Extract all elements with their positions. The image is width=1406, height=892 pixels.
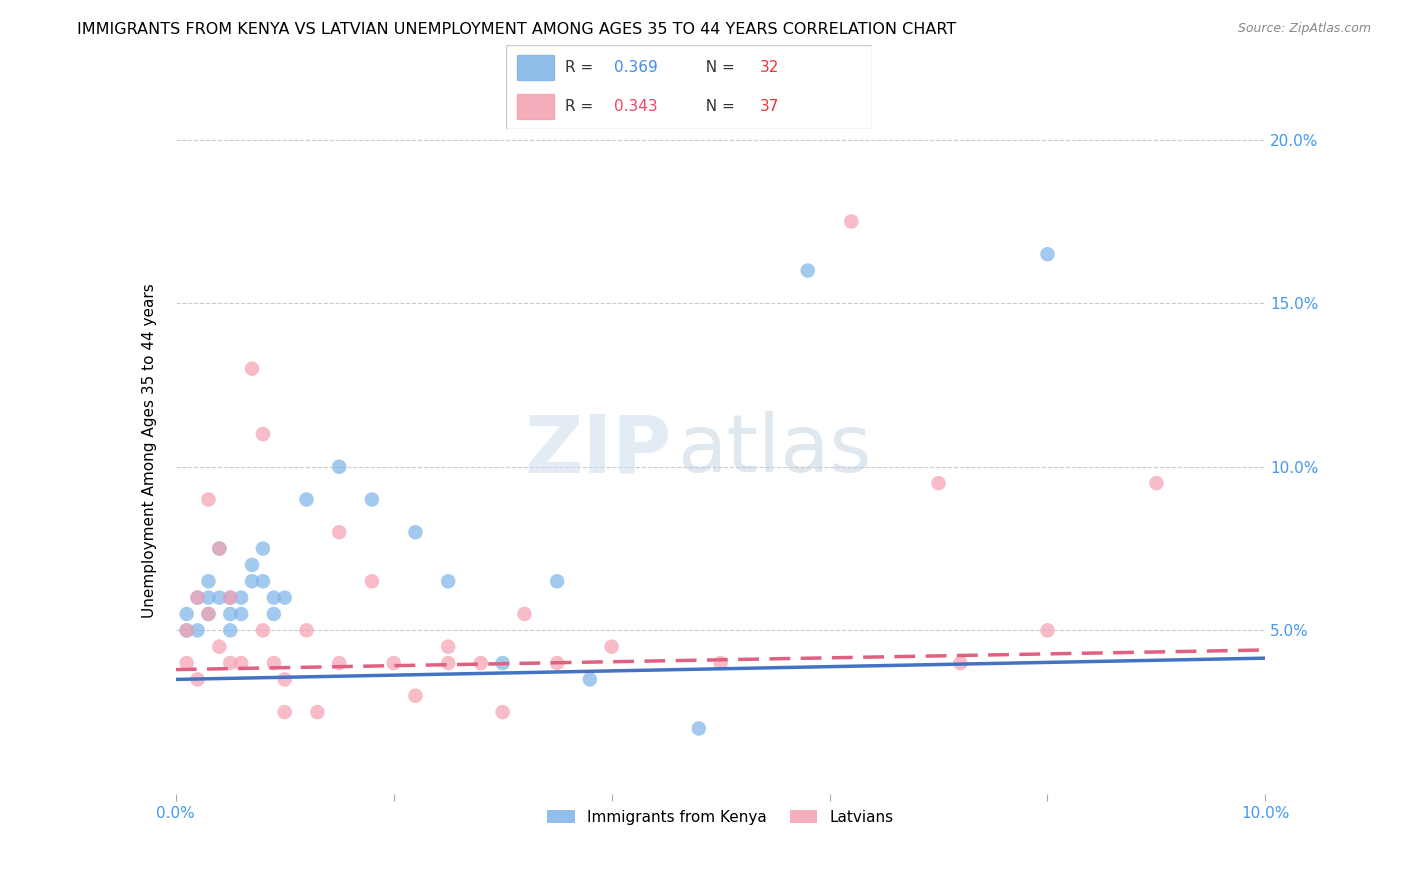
Point (688, 722, 710, 736)
Point (219, 591, 242, 605)
Point (219, 624, 242, 638)
Point (307, 705, 329, 719)
Point (405, 525, 427, 540)
Point (252, 624, 274, 638)
Text: 0.369: 0.369 (614, 60, 658, 75)
Text: R =: R = (565, 99, 598, 114)
Text: N =: N = (696, 60, 740, 75)
Point (208, 541, 231, 556)
Point (546, 656, 568, 670)
Point (470, 656, 492, 670)
Point (231, 591, 253, 605)
Point (186, 591, 209, 605)
Text: 0.343: 0.343 (614, 99, 658, 114)
Text: Source: ZipAtlas.com: Source: ZipAtlas.com (1237, 22, 1371, 36)
Point (579, 673, 602, 687)
Point (328, 459, 350, 474)
Point (197, 574, 219, 589)
Point (219, 591, 242, 605)
Y-axis label: Unemployment Among Ages 35 to 44 years: Unemployment Among Ages 35 to 44 years (142, 283, 157, 618)
Point (295, 492, 318, 507)
Point (263, 591, 285, 605)
Point (949, 656, 972, 670)
Bar (517, 94, 554, 120)
Point (382, 656, 405, 670)
Point (208, 640, 231, 654)
Point (263, 656, 285, 670)
Point (328, 525, 350, 540)
Legend: Immigrants from Kenya, Latvians: Immigrants from Kenya, Latvians (541, 804, 900, 830)
Point (274, 705, 297, 719)
Point (176, 624, 198, 638)
Point (219, 656, 242, 670)
Text: N =: N = (696, 99, 740, 114)
Point (197, 591, 219, 605)
Point (240, 361, 263, 376)
Text: 32: 32 (761, 60, 779, 75)
Point (176, 624, 198, 638)
Point (513, 607, 536, 621)
Point (405, 689, 427, 703)
Point (710, 656, 733, 670)
Point (186, 673, 209, 687)
Point (263, 607, 285, 621)
Point (492, 656, 515, 670)
Text: atlas: atlas (678, 411, 872, 490)
Point (197, 607, 219, 621)
Point (252, 427, 274, 442)
Text: 37: 37 (761, 99, 779, 114)
Point (186, 591, 209, 605)
Point (274, 673, 297, 687)
Point (176, 607, 198, 621)
Point (437, 640, 460, 654)
Point (295, 624, 318, 638)
Point (360, 492, 382, 507)
Point (274, 591, 297, 605)
Point (240, 558, 263, 572)
Point (928, 476, 950, 491)
Point (546, 574, 568, 589)
Point (208, 591, 231, 605)
Point (1144, 476, 1167, 491)
Point (176, 656, 198, 670)
Point (841, 214, 863, 228)
Point (492, 705, 515, 719)
Point (197, 492, 219, 507)
Point (240, 574, 263, 589)
Point (231, 656, 253, 670)
Point (197, 607, 219, 621)
Point (208, 541, 231, 556)
Point (252, 541, 274, 556)
Point (360, 574, 382, 589)
Text: ZIP: ZIP (524, 411, 672, 490)
Point (186, 624, 209, 638)
Point (600, 640, 623, 654)
Point (1036, 247, 1059, 261)
Bar (517, 54, 554, 80)
Point (252, 574, 274, 589)
Point (219, 607, 242, 621)
Text: IMMIGRANTS FROM KENYA VS LATVIAN UNEMPLOYMENT AMONG AGES 35 TO 44 YEARS CORRELAT: IMMIGRANTS FROM KENYA VS LATVIAN UNEMPLO… (77, 22, 956, 37)
Point (1036, 624, 1059, 638)
Point (231, 607, 253, 621)
Text: R =: R = (565, 60, 598, 75)
Point (437, 574, 460, 589)
Point (437, 656, 460, 670)
Point (328, 656, 350, 670)
Point (797, 263, 820, 277)
